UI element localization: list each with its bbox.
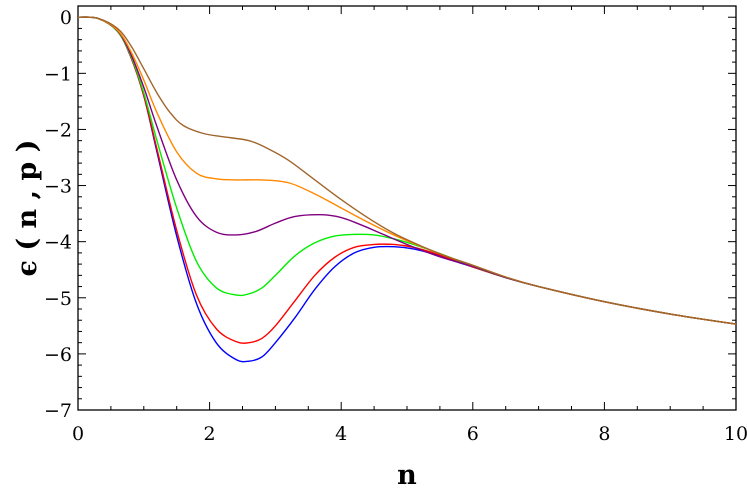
series-line-4 (77, 16, 737, 325)
series-line-5 (77, 16, 737, 325)
y-tick-label: −2 (44, 119, 72, 141)
y-tick-label: −7 (44, 400, 72, 422)
x-tick-labels: 0 2 4 6 8 10 (72, 423, 747, 445)
x-tick-label: 6 (467, 423, 479, 445)
series-line-6 (77, 16, 737, 325)
y-tick-label: −4 (44, 232, 72, 254)
x-tick-label: 8 (598, 423, 610, 445)
x-tick-label: 0 (72, 423, 84, 445)
y-tick-label: 0 (60, 7, 72, 29)
y-tick-label: −3 (44, 176, 72, 198)
y-tick-label: −6 (44, 344, 72, 366)
x-tick-label: 10 (724, 423, 747, 445)
x-tick-label: 4 (335, 423, 347, 445)
series-line-1 (77, 16, 737, 363)
y-tick-label: −5 (44, 288, 72, 310)
x-axis-label: n (397, 460, 417, 491)
y-tick-labels: 0 −1 −2 −3 −4 −5 −6 −7 (44, 7, 72, 422)
series (77, 16, 737, 363)
y-tick-label: −1 (44, 63, 72, 85)
ticks (77, 6, 737, 411)
series-line-3 (77, 16, 737, 325)
x-tick-label: 2 (204, 423, 216, 445)
y-axis-label: ϵ ( n , p ) (12, 140, 43, 277)
